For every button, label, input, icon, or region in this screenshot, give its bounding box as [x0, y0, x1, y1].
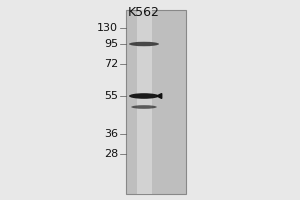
Text: 28: 28 — [104, 149, 118, 159]
Ellipse shape — [129, 93, 159, 99]
Bar — [136, 10, 152, 194]
Text: K562: K562 — [128, 6, 160, 19]
Text: 130: 130 — [97, 23, 118, 33]
Ellipse shape — [129, 42, 159, 46]
Text: 55: 55 — [104, 91, 118, 101]
Text: 36: 36 — [104, 129, 118, 139]
Text: 72: 72 — [104, 59, 118, 69]
Bar — [126, 10, 186, 194]
Text: 95: 95 — [104, 39, 118, 49]
Ellipse shape — [131, 105, 157, 109]
